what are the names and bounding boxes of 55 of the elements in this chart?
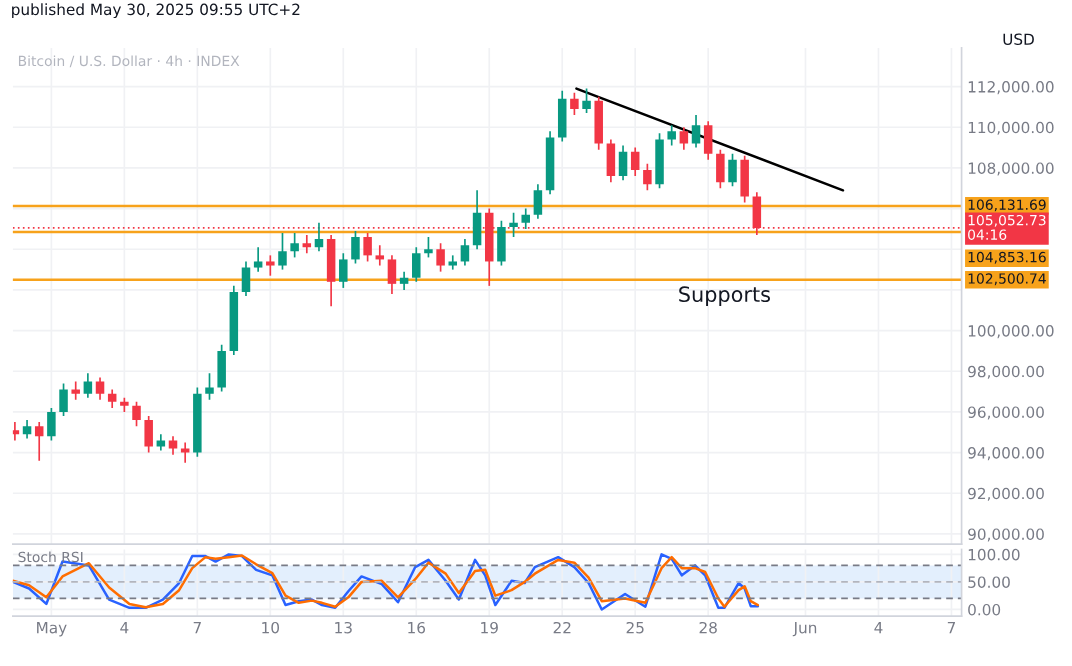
candlestick <box>363 232 372 263</box>
candlestick <box>557 89 567 143</box>
candlestick <box>375 244 385 267</box>
candlestick <box>34 421 44 462</box>
candlestick <box>241 260 251 297</box>
candlestick <box>630 146 640 177</box>
candlestick <box>424 236 433 259</box>
candlestick <box>606 138 616 183</box>
candlestick <box>351 230 360 265</box>
candlestick <box>278 232 287 271</box>
annotation: Supports <box>679 286 770 307</box>
candlestick <box>570 91 579 116</box>
candlestick <box>132 400 141 428</box>
candlestick <box>290 232 299 259</box>
candlestick <box>618 144 628 181</box>
candlestick <box>703 120 713 161</box>
candlestick <box>643 163 652 192</box>
candlestick <box>314 221 324 253</box>
candlestick <box>387 254 397 295</box>
candlestick <box>436 242 445 273</box>
candlestick <box>655 132 664 190</box>
candlestick <box>412 246 421 283</box>
candlestick <box>205 372 214 401</box>
candlestick <box>217 344 226 393</box>
candlestick <box>22 419 32 440</box>
candlestick <box>59 382 68 417</box>
candlestick <box>667 124 676 147</box>
candlestick <box>679 126 689 151</box>
candlestick <box>399 270 409 291</box>
candlestick <box>460 238 470 267</box>
candlestick <box>144 415 153 454</box>
candlestick <box>740 154 749 204</box>
candlestick <box>12 421 20 442</box>
candlestick <box>691 114 701 149</box>
candlestick <box>266 254 275 277</box>
candlestick <box>253 246 263 273</box>
candlestick <box>497 219 506 267</box>
candlestick <box>582 87 591 114</box>
candlestick <box>168 435 178 456</box>
candlestick <box>533 183 543 220</box>
candlestick <box>83 372 93 399</box>
candlestick <box>302 234 312 255</box>
candlestick <box>180 441 190 464</box>
candlestick <box>509 211 518 238</box>
candlestick <box>47 407 56 442</box>
candlestick <box>472 189 482 251</box>
candlestick <box>107 388 117 409</box>
candlestick <box>326 234 336 308</box>
candlestick <box>95 376 105 401</box>
candlestick <box>594 95 603 151</box>
candlestick <box>728 152 737 188</box>
candlestick <box>521 207 530 230</box>
candlestick <box>716 148 725 190</box>
candlestick <box>71 380 80 401</box>
candlestick <box>339 252 348 289</box>
